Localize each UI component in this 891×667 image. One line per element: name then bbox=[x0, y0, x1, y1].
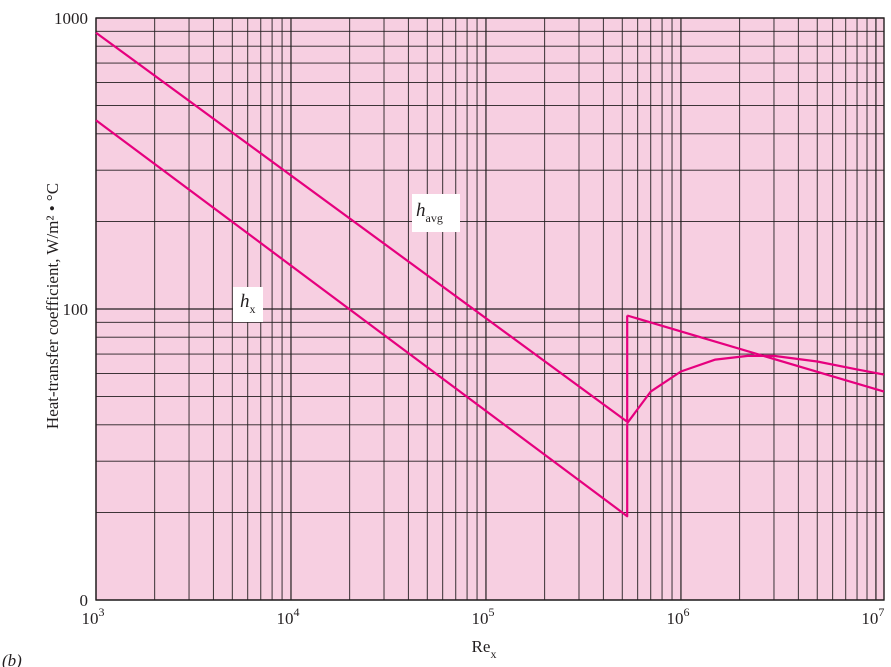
x-tick-base: 10 bbox=[471, 609, 488, 628]
x-tick-base: 10 bbox=[666, 609, 683, 628]
svg-text:havg: havg bbox=[416, 200, 443, 225]
x-tick-exponent: 5 bbox=[488, 605, 494, 619]
havg-label-box bbox=[412, 194, 460, 232]
x-tick-exponent: 7 bbox=[878, 605, 884, 619]
x-tick-label: 105 bbox=[471, 605, 494, 628]
x-tick-base: 10 bbox=[82, 609, 99, 628]
svg-text:hx: hx bbox=[240, 291, 256, 316]
y-tick-label: 0 bbox=[80, 591, 89, 610]
series-lines bbox=[95, 31, 885, 518]
series-line-havg bbox=[626, 314, 885, 393]
hx-label-text: h bbox=[240, 291, 250, 312]
x-tick-labels: 103 104 105 106 107 bbox=[82, 605, 885, 628]
series-line-havg bbox=[95, 31, 629, 423]
havg-label-sub: avg bbox=[426, 211, 443, 225]
panel-annotation: (b) bbox=[2, 651, 22, 667]
havg-label: havg bbox=[412, 194, 460, 232]
y-tick-label: 1000 bbox=[54, 9, 88, 28]
y-tick-label: 100 bbox=[63, 300, 89, 319]
y-axis-label: Heat-transfer coefficient, W/m² • °C bbox=[43, 183, 62, 429]
x-tick-exponent: 6 bbox=[683, 605, 689, 619]
x-axis-label: Rex bbox=[472, 637, 497, 661]
x-tick-label: 107 bbox=[861, 605, 884, 628]
havg-label-text: h bbox=[416, 200, 426, 221]
series-line-hx bbox=[95, 119, 629, 518]
hx-label-sub: x bbox=[250, 302, 256, 316]
x-tick-label: 103 bbox=[82, 605, 105, 628]
x-tick-base: 10 bbox=[276, 609, 293, 628]
x-tick-exponent: 3 bbox=[99, 605, 105, 619]
x-tick-label: 106 bbox=[666, 605, 689, 628]
series-line-hx bbox=[626, 354, 885, 424]
hx-label: hx bbox=[233, 287, 263, 322]
y-tick-labels: 0 100 1000 bbox=[54, 9, 88, 610]
x-tick-base: 10 bbox=[861, 609, 878, 628]
x-tick-exponent: 4 bbox=[293, 605, 299, 619]
hx-label-box bbox=[233, 287, 263, 322]
gridlines bbox=[95, 17, 884, 601]
plot-frame bbox=[95, 17, 885, 601]
x-tick-label: 104 bbox=[276, 605, 299, 628]
